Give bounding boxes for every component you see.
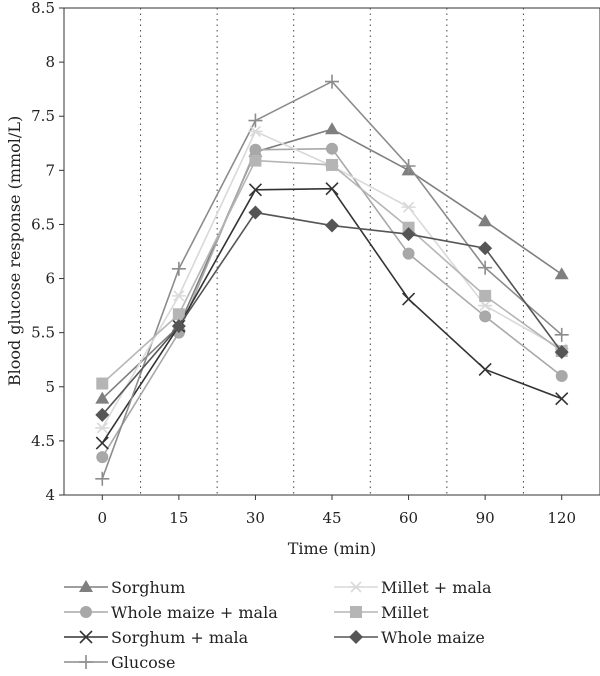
x-tick-label: 0 [98, 509, 108, 527]
legend-item: Sorghum + mala [64, 628, 249, 647]
data-point [95, 407, 110, 422]
data-point [95, 422, 110, 434]
legend-item: Glucose [64, 653, 175, 672]
y-tick-label: 8 [45, 53, 55, 71]
x-tick-label: 90 [476, 509, 495, 527]
data-point [402, 247, 415, 260]
data-point [248, 113, 263, 128]
legend-item: Millet [334, 603, 429, 622]
data-point [555, 392, 569, 406]
data-point [554, 327, 569, 342]
data-point [249, 154, 262, 167]
y-axis-label: Blood glucose response (mmol/L) [5, 116, 24, 386]
data-point [478, 241, 493, 256]
data-point [478, 362, 492, 377]
data-point [478, 260, 493, 275]
data-point [479, 289, 492, 302]
legend-item: Whole maize + mala [64, 603, 278, 622]
data-point [325, 218, 339, 233]
x-axis-label: Time (min) [288, 539, 377, 558]
series-6 [95, 205, 569, 422]
data-point [249, 143, 262, 156]
data-point [325, 122, 339, 135]
data-point [555, 369, 568, 382]
y-tick-label: 4 [45, 486, 55, 504]
data-point [248, 125, 263, 137]
data-point [401, 227, 416, 242]
legend-swatch-marker [80, 606, 92, 618]
x-tick-label: 30 [246, 509, 265, 527]
data-point [172, 308, 185, 321]
data-point [95, 471, 110, 486]
y-tick-label: 8.5 [31, 0, 55, 17]
legend-label: Glucose [111, 653, 175, 672]
plot-area [63, 7, 600, 496]
legend-swatch-marker [79, 655, 93, 669]
legend-item: Sorghum [64, 578, 185, 597]
series-group [95, 74, 569, 486]
y-tick-label: 5.5 [31, 324, 55, 342]
legend-label: Whole maize [381, 628, 485, 647]
data-point [95, 391, 110, 404]
data-point [326, 158, 338, 171]
y-tick-label: 4.5 [31, 432, 55, 450]
data-point [478, 300, 493, 312]
x-tick-label: 120 [547, 509, 576, 527]
legend-label: Millet + mala [381, 578, 492, 597]
data-point [326, 142, 338, 155]
data-point [171, 261, 186, 276]
series-3 [95, 74, 569, 486]
data-point [96, 377, 109, 390]
legend-swatch-marker [79, 630, 93, 644]
data-point [248, 205, 263, 220]
y-tick-label: 7 [45, 161, 55, 179]
data-point [171, 319, 186, 334]
data-point [478, 214, 493, 227]
data-point [325, 74, 339, 89]
data-point [402, 292, 416, 306]
legend-swatch-marker [349, 630, 363, 644]
x-tick-label: 45 [322, 509, 341, 527]
data-point [554, 345, 569, 360]
data-point [325, 182, 339, 196]
legend-label: Millet [381, 603, 429, 622]
y-axis-ticks: 4 4.5 5 5.5 6 6.5 7 7.5 8 8.5 [31, 0, 64, 504]
y-tick-label: 6.5 [31, 215, 55, 233]
legend-item: Millet + mala [334, 578, 492, 597]
data-point [96, 451, 109, 464]
legend-label: Sorghum + mala [111, 628, 249, 647]
y-tick-label: 6 [45, 270, 55, 288]
data-point [554, 267, 569, 280]
x-tick-label: 15 [169, 509, 188, 527]
legend-item: Whole maize [334, 628, 485, 647]
data-point [171, 290, 186, 302]
legend-swatch-marker [350, 606, 362, 618]
legend: Sorghum Whole maize + mala Sorghum + mala G… [64, 578, 492, 672]
data-point [95, 436, 109, 450]
legend-label: Sorghum [111, 578, 185, 597]
data-point [479, 310, 492, 323]
data-point [248, 183, 262, 197]
x-tick-label: 60 [399, 509, 418, 527]
y-tick-label: 7.5 [31, 107, 55, 125]
x-axis-ticks: 0 15 30 45 60 90 120 [98, 495, 576, 527]
legend-label: Whole maize + mala [111, 603, 278, 622]
legend-swatch-marker [349, 581, 363, 593]
legend-swatch-marker [79, 580, 93, 592]
vertical-gridlines [140, 8, 524, 495]
data-point [401, 159, 416, 174]
y-tick-label: 5 [45, 378, 55, 396]
data-point [401, 201, 416, 213]
